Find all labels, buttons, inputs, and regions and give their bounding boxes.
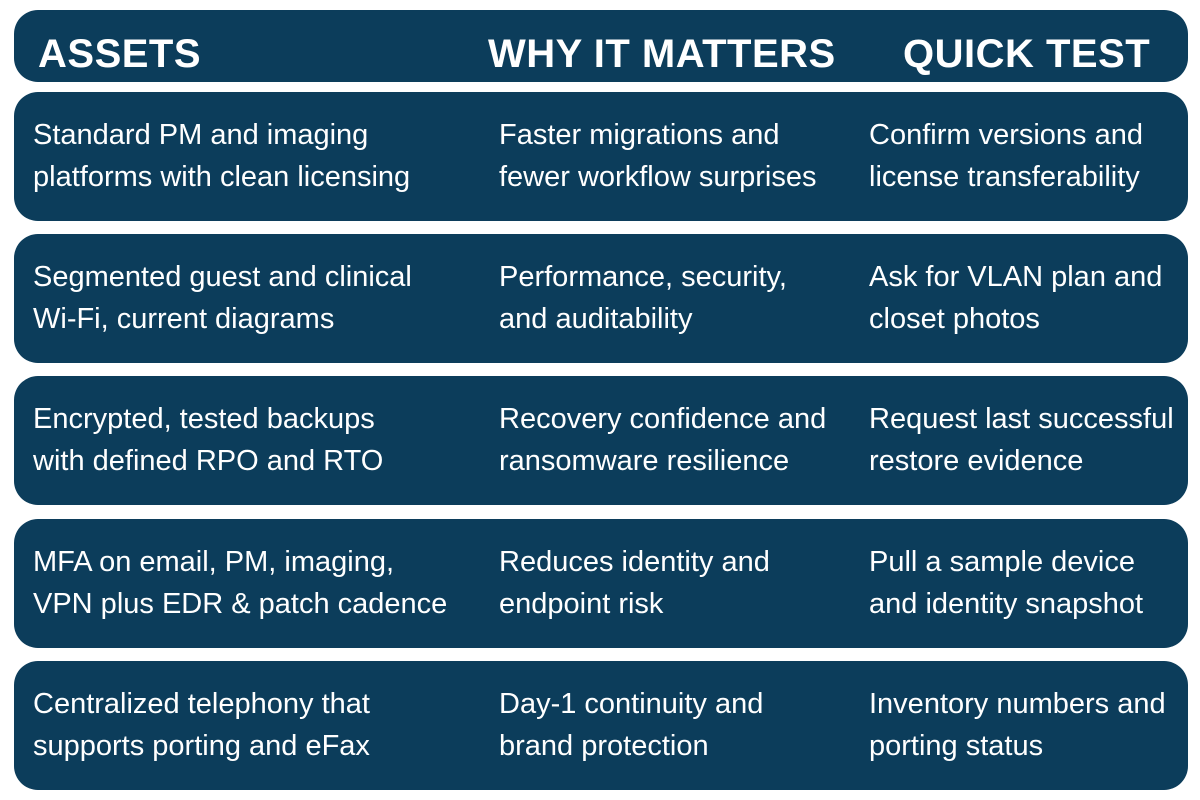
cell-line: Inventory numbers and xyxy=(869,688,1166,720)
header-cell: QUICK TEST xyxy=(903,32,1151,76)
cell-line: Pull a sample device xyxy=(869,546,1135,578)
cell-line: Standard PM and imaging xyxy=(33,119,369,151)
header-cell: WHY IT MATTERS xyxy=(488,32,836,76)
cell-line: Request last successful xyxy=(869,403,1174,435)
cell: MFA on email, PM, imaging, VPN plus EDR &… xyxy=(33,541,447,625)
cell-line: brand protection xyxy=(499,730,709,762)
cell-line: VPN plus EDR & patch cadence xyxy=(33,588,448,620)
cell: Pull a sample device and identity snapsho… xyxy=(869,541,1143,625)
cell: Standard PM and imaging platforms with cl… xyxy=(33,114,410,198)
cell-line: ransomware resilience xyxy=(499,445,790,477)
cell-line: restore evidence xyxy=(869,445,1084,477)
cell-line: platforms with clean licensing xyxy=(33,161,411,193)
cell: Inventory numbers and porting status xyxy=(869,683,1166,767)
cell-line: Reduces identity and xyxy=(499,546,770,578)
cell-line: license transferability xyxy=(869,161,1140,193)
cell-line: Centralized telephony that xyxy=(33,688,370,720)
cell: Faster migrations and fewer workflow surp… xyxy=(499,114,816,198)
cell: Performance, security, and auditability xyxy=(499,256,787,340)
cell-line: closet photos xyxy=(869,303,1040,335)
cell-line: Encrypted, tested backups xyxy=(33,403,375,435)
cell-line: Faster migrations and xyxy=(499,119,780,151)
cell-line: Recovery confidence and xyxy=(499,403,827,435)
cell: Request last successful restore evidence xyxy=(869,398,1174,482)
cell: Day-1 continuity and brand protection xyxy=(499,683,763,767)
cell-line: MFA on email, PM, imaging, xyxy=(33,546,395,578)
cell: Confirm versions and license transferabil… xyxy=(869,114,1143,198)
cell: Reduces identity and endpoint risk xyxy=(499,541,770,625)
cell-line: Ask for VLAN plan and xyxy=(869,261,1163,293)
cell: Recovery confidence and ransomware resili… xyxy=(499,398,826,482)
cell-line: porting status xyxy=(869,730,1044,762)
cell-line: fewer workflow surprises xyxy=(499,161,817,193)
cell-line: endpoint risk xyxy=(499,588,664,620)
cell: Ask for VLAN plan and closet photos xyxy=(869,256,1162,340)
cell-line: with defined RPO and RTO xyxy=(33,445,384,477)
cell-line: and identity snapshot xyxy=(869,588,1144,620)
cell-line: supports porting and eFax xyxy=(33,730,370,762)
cell-line: Confirm versions and xyxy=(869,119,1143,151)
row-bar: Segmented guest and clinical Wi-Fi, curre… xyxy=(14,234,1188,363)
row-bar: Centralized telephony that supports porti… xyxy=(14,661,1188,790)
cell-line: Performance, security, xyxy=(499,261,787,293)
cell-line: Wi-Fi, current diagrams xyxy=(33,303,335,335)
cell: Centralized telephony that supports porti… xyxy=(33,683,370,767)
header-cell: ASSETS xyxy=(38,32,202,76)
cell-line: Segmented guest and clinical xyxy=(33,261,412,293)
row-bar: Standard PM and imaging platforms with cl… xyxy=(14,92,1188,221)
row-bar: MFA on email, PM, imaging, VPN plus EDR &… xyxy=(14,519,1188,648)
header-bar: ASSETS WHY IT MATTERS QUICK TEST xyxy=(14,10,1188,82)
cell-line: and auditability xyxy=(499,303,693,335)
cell: Encrypted, tested backups with defined RP… xyxy=(33,398,383,482)
cell: Segmented guest and clinical Wi-Fi, curre… xyxy=(33,256,412,340)
row-bar: Encrypted, tested backups with defined RP… xyxy=(14,376,1188,505)
cell-line: Day-1 continuity and xyxy=(499,688,764,720)
